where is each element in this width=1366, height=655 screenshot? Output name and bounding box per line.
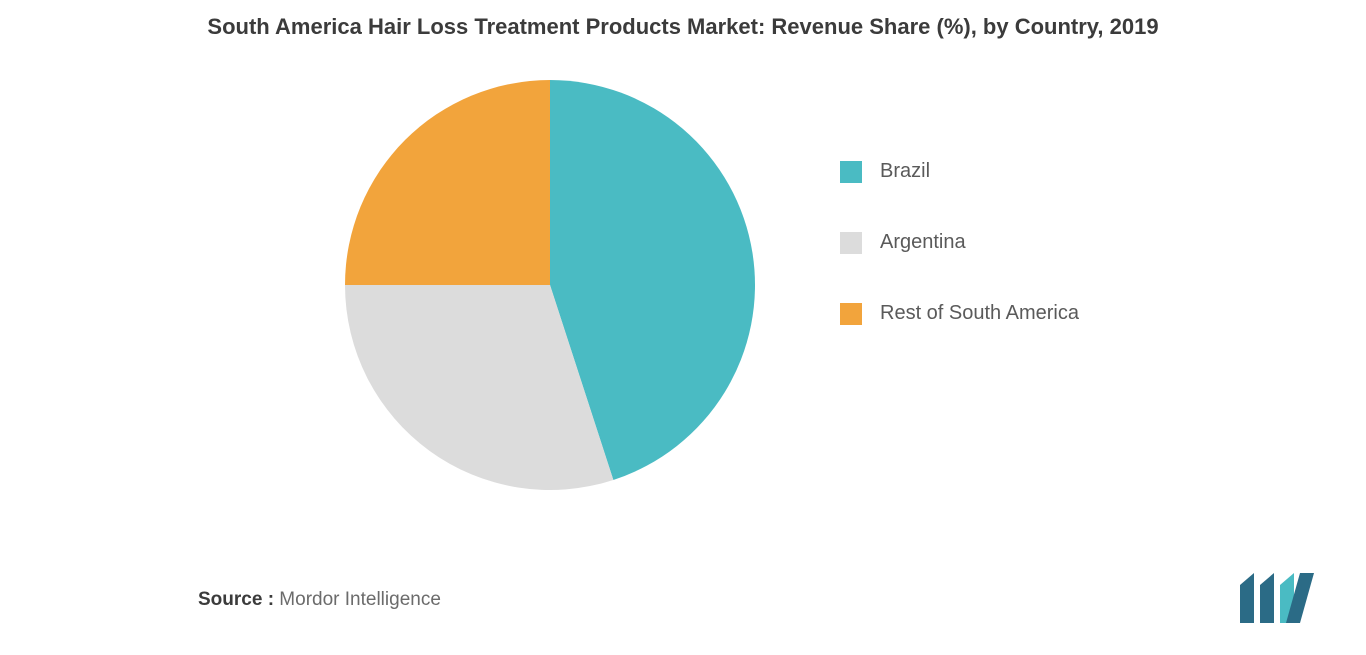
pie-svg bbox=[340, 75, 760, 495]
legend-label: Argentina bbox=[880, 231, 966, 254]
source-value: Mordor Intelligence bbox=[274, 589, 441, 610]
source-line: Source : Mordor Intelligence bbox=[198, 589, 441, 611]
legend-swatch bbox=[840, 232, 862, 254]
chart-title: South America Hair Loss Treatment Produc… bbox=[0, 14, 1366, 40]
legend-label: Rest of South America bbox=[880, 302, 1079, 325]
logo-icon bbox=[1240, 573, 1326, 623]
legend-item-0: Brazil bbox=[840, 160, 1079, 183]
pie-slice-2 bbox=[345, 80, 550, 285]
legend-swatch bbox=[840, 161, 862, 183]
brand-logo bbox=[1240, 573, 1326, 623]
source-label: Source : bbox=[198, 589, 274, 610]
legend-item-1: Argentina bbox=[840, 231, 1079, 254]
pie-chart bbox=[340, 75, 760, 495]
legend: Brazil Argentina Rest of South America bbox=[840, 160, 1079, 325]
legend-label: Brazil bbox=[880, 160, 930, 183]
legend-swatch bbox=[840, 303, 862, 325]
legend-item-2: Rest of South America bbox=[840, 302, 1079, 325]
